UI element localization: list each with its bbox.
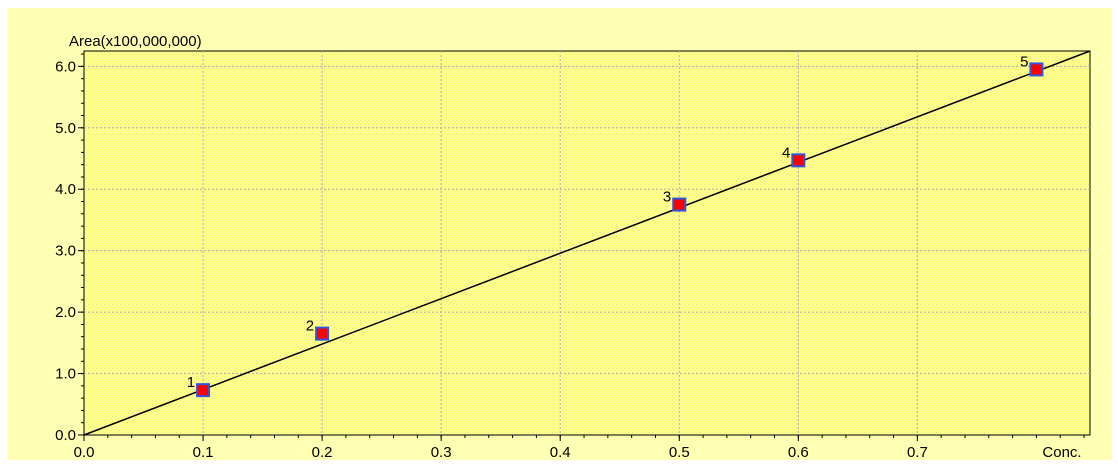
x-tick-label: 0.7	[907, 444, 928, 461]
data-point-marker	[315, 326, 330, 341]
data-points: 1 2 3 4 5	[187, 53, 1044, 398]
grid-lines	[84, 51, 1090, 435]
data-point-marker	[672, 197, 687, 212]
x-axis-title: Conc.	[1042, 444, 1081, 461]
x-tick-label: 0.0	[74, 444, 95, 461]
fit-line	[83, 50, 1091, 436]
x-tick-label: 0.6	[788, 444, 809, 461]
data-point-label: 1	[187, 374, 195, 391]
x-tick-label: 0.4	[550, 444, 571, 461]
y-tick-label: 1.0	[55, 366, 76, 383]
y-tick-label: 0.0	[55, 427, 76, 444]
data-point-label: 4	[782, 144, 790, 161]
data-point-label: 5	[1020, 53, 1028, 70]
axes: 0.0 0.1 0.2 0.3 0.4 0.5 0.6 0.7 0.0 1.0 2.0 3.0 4.0 5…	[55, 53, 1085, 461]
y-tick-label: 5.0	[55, 120, 76, 137]
x-tick-label: 0.2	[312, 444, 333, 461]
y-tick-label: 2.0	[55, 304, 76, 321]
data-point-label: 2	[306, 318, 314, 335]
y-axis-title: Area(x100,000,000)	[69, 33, 202, 50]
fit-line-group	[83, 50, 1091, 436]
y-tick-label: 4.0	[55, 181, 76, 198]
x-tick-label: 0.1	[193, 444, 214, 461]
data-point-marker	[1029, 62, 1044, 77]
data-point-marker	[196, 383, 211, 398]
x-tick-label: 0.5	[669, 444, 690, 461]
y-tick-label: 3.0	[55, 243, 76, 260]
data-point-label: 3	[663, 189, 671, 206]
x-tick-label: 0.3	[431, 444, 452, 461]
data-point-marker	[791, 153, 806, 168]
y-tick-label: 6.0	[55, 58, 76, 75]
